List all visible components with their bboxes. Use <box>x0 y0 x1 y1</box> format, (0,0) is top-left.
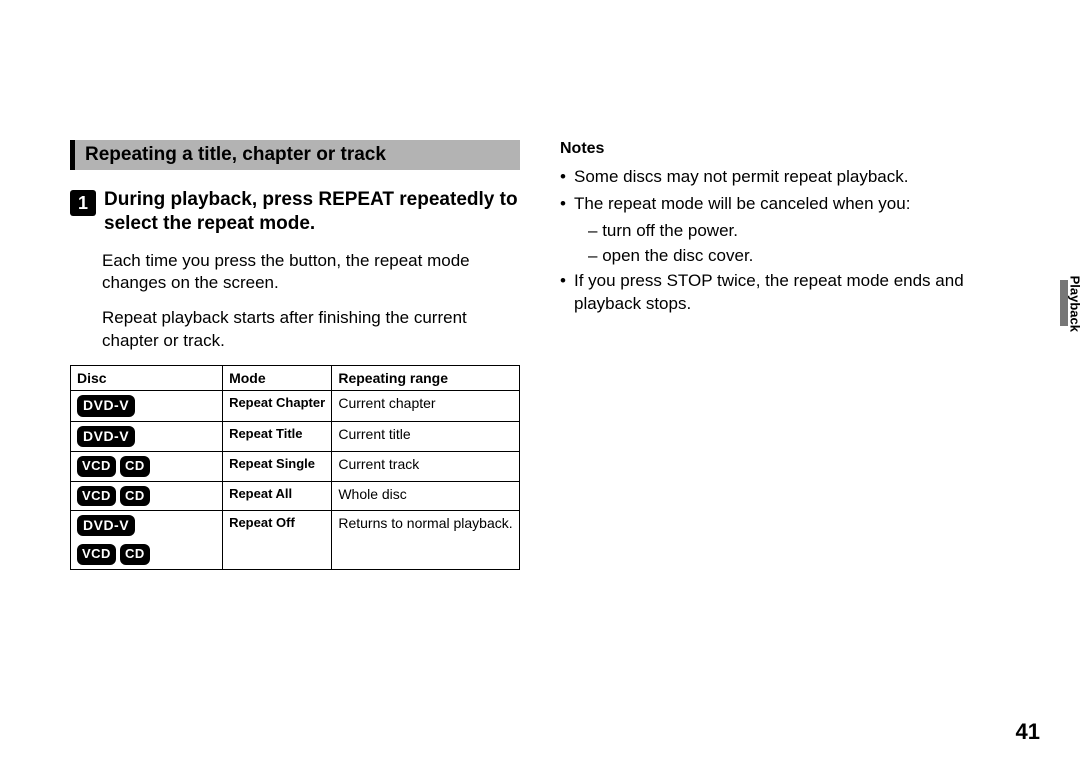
paragraph-2: Repeat playback starts after finishing t… <box>102 307 520 353</box>
note-subitem: open the disc cover. <box>560 245 1010 268</box>
mode-cell: Repeat All <box>223 481 332 510</box>
repeat-mode-table: Disc Mode Repeating range DVD-V Repeat Ch… <box>70 365 520 569</box>
section-heading: Repeating a title, chapter or track <box>70 140 520 170</box>
table-row: DVD-V Repeat ChapterCurrent chapter <box>71 391 520 422</box>
disc-badge: CD <box>120 544 150 564</box>
disc-badge: DVD-V <box>77 515 135 537</box>
paragraph-1: Each time you press the button, the repe… <box>102 250 520 296</box>
range-cell: Current chapter <box>332 391 520 422</box>
range-cell: Current track <box>332 452 520 481</box>
left-column: Repeating a title, chapter or track 1 Du… <box>70 140 520 570</box>
disc-badge: VCD <box>77 456 116 476</box>
disc-badge: VCD <box>77 544 116 564</box>
disc-cell: DVD-V <box>71 391 223 422</box>
step-instruction: During playback, press REPEAT repeatedly… <box>104 188 520 236</box>
table-header-row: Disc Mode Repeating range <box>71 366 520 391</box>
table-row: VCDCDRepeat AllWhole disc <box>71 481 520 510</box>
table-row: DVD-V Repeat TitleCurrent title <box>71 421 520 452</box>
mode-cell: Repeat Off <box>223 510 332 569</box>
disc-badge: CD <box>120 486 150 506</box>
disc-cell: DVD-V <box>71 421 223 452</box>
mode-cell: Repeat Single <box>223 452 332 481</box>
disc-cell: DVD-V VCDCD <box>71 510 223 569</box>
disc-badge: DVD-V <box>77 426 135 448</box>
disc-badge: VCD <box>77 486 116 506</box>
disc-badge: DVD-V <box>77 395 135 417</box>
col-mode: Mode <box>223 366 332 391</box>
range-cell: Returns to normal playback. <box>332 510 520 569</box>
range-cell: Whole disc <box>332 481 520 510</box>
side-tab: Playback <box>1044 280 1068 400</box>
disc-cell: VCDCD <box>71 452 223 481</box>
disc-cell: VCDCD <box>71 481 223 510</box>
disc-badge: CD <box>120 456 150 476</box>
step-number-badge: 1 <box>70 190 96 216</box>
note-item: If you press STOP twice, the repeat mode… <box>560 270 1010 316</box>
col-range: Repeating range <box>332 366 520 391</box>
mode-cell: Repeat Title <box>223 421 332 452</box>
note-item: The repeat mode will be canceled when yo… <box>560 193 1010 216</box>
side-tab-label: Playback <box>1067 276 1080 332</box>
table-row: VCDCDRepeat SingleCurrent track <box>71 452 520 481</box>
notes-list: Some discs may not permit repeat playbac… <box>560 166 1010 316</box>
right-column: Notes Some discs may not permit repeat p… <box>560 140 1010 570</box>
range-cell: Current title <box>332 421 520 452</box>
step-1: 1 During playback, press REPEAT repeated… <box>70 188 520 236</box>
col-disc: Disc <box>71 366 223 391</box>
table-row: DVD-V VCDCD Repeat OffReturns to normal pl… <box>71 510 520 569</box>
notes-heading: Notes <box>560 140 1010 158</box>
mode-cell: Repeat Chapter <box>223 391 332 422</box>
note-item: Some discs may not permit repeat playbac… <box>560 166 1010 189</box>
page-number: 41 <box>1016 719 1040 745</box>
note-subitem: turn off the power. <box>560 220 1010 243</box>
